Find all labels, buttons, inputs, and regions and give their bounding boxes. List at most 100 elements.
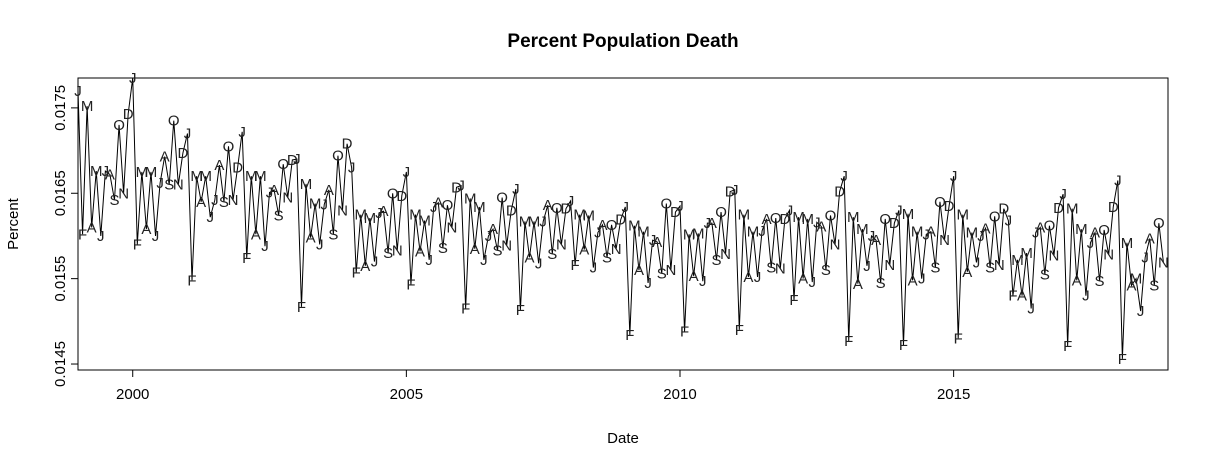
data-point-label: M	[199, 168, 212, 185]
data-point-label: J	[430, 199, 438, 216]
data-point-label: M	[583, 207, 596, 224]
data-point-label: O	[551, 200, 563, 217]
data-point-label: M	[966, 225, 979, 242]
data-point-label: M	[747, 224, 760, 241]
data-point-label: J	[261, 238, 269, 255]
data-point-label: J	[152, 228, 160, 245]
data-point-label: A	[160, 149, 170, 166]
data-point-label: M	[136, 164, 149, 181]
data-point-label: J	[1059, 186, 1067, 203]
data-point-label: J	[321, 196, 329, 213]
data-point-label: D	[834, 184, 845, 201]
data-point-label: S	[930, 260, 940, 277]
data-point-label: M	[847, 209, 860, 226]
data-point-label: S	[438, 240, 448, 257]
data-point-label: A	[433, 195, 443, 212]
data-point-label: S	[1095, 273, 1105, 290]
data-point-label: O	[770, 210, 782, 227]
data-point-label: J	[950, 168, 958, 185]
data-point-label: D	[396, 188, 407, 205]
data-point-label: N	[775, 260, 786, 277]
data-point-label: A	[689, 268, 699, 285]
data-point-label: M	[245, 168, 258, 185]
data-point-label: N	[994, 257, 1005, 274]
y-tick-label: 0.0175	[52, 85, 69, 131]
data-point-label: O	[496, 190, 508, 207]
data-point-label: J	[74, 83, 82, 100]
data-point-label: O	[223, 138, 235, 155]
data-point-label: O	[934, 194, 946, 211]
data-point-label: F	[1118, 351, 1127, 368]
data-point-label: M	[1130, 271, 1143, 288]
data-point-label: O	[442, 197, 454, 214]
data-point-label: D	[451, 179, 462, 196]
data-point-label: O	[1098, 222, 1110, 239]
data-point-label: M	[1011, 252, 1024, 269]
data-point-label: A	[360, 258, 370, 275]
data-point-label: A	[1126, 277, 1136, 294]
data-point-label: M	[190, 168, 203, 185]
data-point-label: J	[375, 205, 383, 222]
data-point-label: D	[123, 106, 134, 123]
data-point-label: A	[196, 194, 206, 211]
data-point-label: S	[657, 266, 667, 283]
data-point-label: J	[293, 151, 301, 168]
data-point-label: J	[480, 252, 488, 269]
data-point-label: J	[539, 213, 547, 230]
data-point-label: O	[168, 113, 180, 130]
data-point-label: D	[670, 204, 681, 221]
data-point-label: D	[232, 160, 243, 177]
data-point-label: A	[379, 203, 389, 220]
data-point-label: J	[649, 232, 657, 249]
data-point-label: J	[786, 202, 794, 219]
data-point-label: F	[735, 322, 744, 339]
data-point-label: O	[387, 185, 399, 202]
data-point-label: M	[573, 207, 586, 224]
data-point-label: M	[637, 224, 650, 241]
data-point-label: M	[738, 207, 751, 224]
data-point-label: O	[606, 217, 618, 234]
data-point-label: O	[1153, 215, 1165, 232]
data-point-label: A	[871, 232, 881, 249]
data-point-label: J	[102, 163, 110, 180]
data-point-label: N	[392, 242, 403, 259]
data-point-label: J	[1114, 172, 1122, 189]
data-point-label: J	[457, 178, 465, 195]
data-point-label: M	[1075, 221, 1088, 238]
data-point-label: A	[524, 249, 534, 266]
data-point-label: S	[547, 246, 557, 263]
data-point-label: A	[981, 220, 991, 237]
data-point-label: M	[628, 218, 641, 235]
data-point-label: J	[594, 225, 602, 242]
data-point-label: A	[488, 221, 498, 238]
data-point-label: J	[1087, 235, 1095, 252]
data-point-label: D	[506, 202, 517, 219]
x-tick-label: 2005	[390, 386, 423, 403]
data-point-label: A	[743, 269, 753, 286]
data-point-label: D	[779, 211, 790, 228]
data-point-label: F	[899, 337, 908, 354]
data-point-label: J	[863, 258, 871, 275]
data-point-label: D	[287, 152, 298, 169]
data-point-label: F	[954, 330, 963, 347]
data-point-label: O	[715, 204, 727, 221]
data-point-label: S	[219, 194, 229, 211]
data-point-label: J	[156, 175, 164, 192]
y-axis: 0.0145 0.0155 0.0165 0.0175	[52, 85, 78, 387]
data-point-label: A	[105, 166, 115, 183]
data-point-label: M	[300, 176, 313, 193]
data-point-label: F	[1063, 338, 1072, 355]
data-point-label: J	[1027, 301, 1035, 318]
data-point-label: O	[989, 208, 1001, 225]
x-tick-label: 2000	[116, 386, 149, 403]
data-point-label: J	[731, 182, 739, 199]
data-point-label: N	[1049, 248, 1060, 265]
data-point-label: M	[856, 221, 869, 238]
data-point-label: J	[923, 226, 931, 243]
data-point-label: J	[485, 228, 493, 245]
data-point-label: D	[944, 198, 955, 215]
data-point-label: D	[561, 201, 572, 218]
data-point-label: S	[383, 245, 393, 262]
data-point-label: S	[274, 207, 284, 224]
data-point-label: A	[1090, 225, 1100, 242]
